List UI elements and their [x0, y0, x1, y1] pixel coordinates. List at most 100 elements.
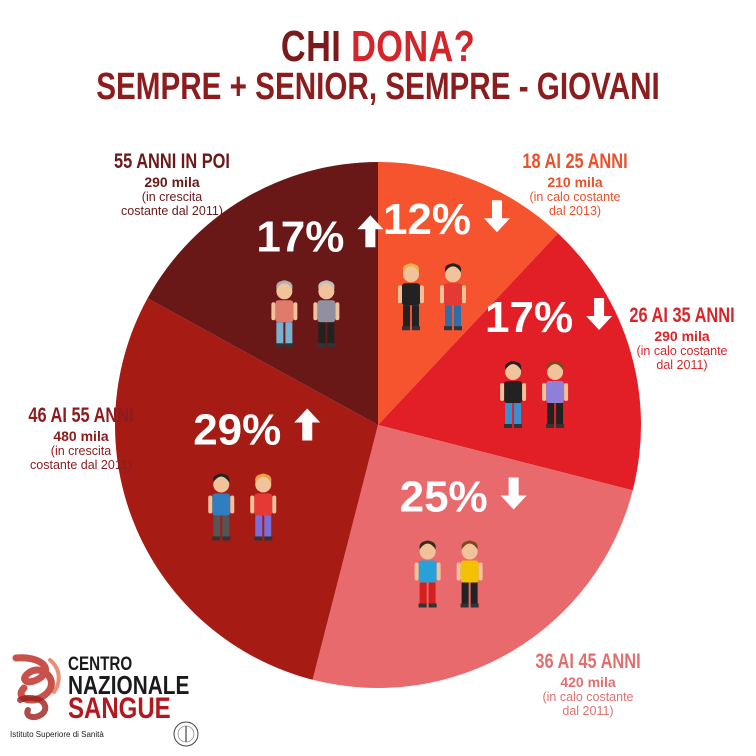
leg-shape — [402, 305, 410, 328]
hair-top — [402, 263, 419, 273]
arm-shape — [208, 495, 213, 514]
slice-label-36-45: 36 AI 45 ANNI 420 mila (in calo costante… — [508, 650, 668, 718]
leg-shape — [255, 515, 263, 538]
note-line: (in calo costante — [542, 690, 634, 704]
pie-slice — [378, 162, 559, 425]
leg-shape — [285, 322, 293, 345]
pie-slice — [114, 298, 379, 680]
note-line: (in calo costante — [529, 190, 621, 204]
shoe-shape — [556, 424, 565, 429]
note-line: (in crescita — [141, 190, 203, 204]
pie-slice — [147, 162, 378, 425]
blood-swirl-logo-icon — [12, 654, 61, 720]
page-subtitle: SEMPRE + SENIOR, SEMPRE - GIOVANI — [96, 66, 660, 108]
head-shape — [444, 266, 461, 283]
hair-top — [444, 263, 461, 273]
shoe-shape — [317, 343, 326, 348]
torso-shape — [254, 493, 273, 516]
head-shape — [255, 476, 272, 493]
hair-top — [547, 361, 564, 371]
shoe-shape — [285, 343, 294, 348]
torso-shape — [317, 300, 336, 323]
note-line: dal 2011) — [562, 704, 614, 718]
arm-shape — [271, 302, 276, 321]
arrow-up-icon — [357, 215, 384, 248]
shoe-shape — [514, 424, 523, 429]
note-line: costante dal 2011) — [121, 204, 223, 218]
arm-shape — [293, 302, 298, 321]
logo-line-1: CENTRO — [68, 654, 133, 675]
shoe-shape — [222, 536, 231, 541]
note-line: costante dal 2011) — [30, 458, 132, 472]
people-icon — [397, 263, 466, 331]
shoe-shape — [212, 536, 221, 541]
range-label: 36 AI 45 ANNI — [535, 650, 641, 673]
people-icon — [500, 361, 569, 429]
leg-shape — [444, 305, 452, 328]
shoe-shape — [453, 326, 462, 331]
head-shape — [318, 283, 335, 300]
head-shape — [505, 364, 522, 381]
slice-label-18-25: 18 AI 25 ANNI 210 mila (in calo costante… — [500, 150, 650, 218]
leg-shape — [318, 322, 326, 345]
torso-shape — [504, 381, 523, 404]
shoe-shape — [504, 424, 513, 429]
shoe-shape — [418, 603, 427, 608]
arm-shape — [456, 562, 461, 581]
torso-shape — [275, 300, 294, 323]
head-shape — [213, 476, 230, 493]
arm-shape — [564, 383, 569, 402]
leg-shape — [264, 515, 272, 538]
torso-shape — [546, 381, 565, 404]
hair-top — [419, 540, 436, 550]
hair-top — [255, 473, 272, 483]
head-shape — [402, 266, 419, 283]
logo-line-2: NAZIONALE — [68, 670, 190, 700]
arm-shape — [397, 285, 402, 304]
leg-shape — [547, 403, 555, 426]
page-title: CHI DONA? — [83, 22, 673, 72]
torso-shape — [460, 560, 479, 583]
head-shape — [547, 364, 564, 381]
torso-shape — [418, 560, 437, 583]
title-part-2: DONA? — [351, 22, 476, 71]
note-line: dal 2011) — [656, 358, 708, 372]
arm-shape — [522, 383, 527, 402]
people-icon — [208, 473, 277, 541]
arm-shape — [436, 562, 441, 581]
hair-top — [276, 280, 293, 290]
leg-shape — [327, 322, 335, 345]
arrow-down-icon — [483, 200, 510, 233]
arm-shape — [272, 495, 277, 514]
count-label: 480 mila — [53, 428, 109, 444]
shoe-shape — [546, 424, 555, 429]
count-label: 290 mila — [144, 174, 200, 190]
hair-top — [505, 361, 522, 371]
arm-shape — [500, 383, 505, 402]
logo-line-3: SANGUE — [68, 692, 171, 725]
shoe-shape — [401, 326, 410, 331]
range-label: 18 AI 25 ANNI — [522, 150, 628, 173]
head-shape — [419, 543, 436, 560]
arm-shape — [335, 302, 340, 321]
arm-shape — [439, 285, 444, 304]
arm-shape — [478, 562, 483, 581]
arm-shape — [461, 285, 466, 304]
head-shape — [461, 543, 478, 560]
arrow-down-icon — [586, 298, 613, 331]
leg-shape — [470, 582, 478, 605]
slice-percent-label: 17% — [256, 212, 344, 261]
shoe-shape — [254, 536, 263, 541]
leg-shape — [453, 305, 461, 328]
range-label: 26 AI 35 ANNI — [629, 304, 735, 327]
range-label: 55 ANNI IN POI — [114, 150, 230, 173]
count-label: 210 mila — [547, 174, 603, 190]
arrow-down-icon — [500, 477, 527, 510]
arm-shape — [230, 495, 235, 514]
slice-percent-label: 12% — [383, 195, 471, 244]
slice-label-55-plus: 55 ANNI IN POI 290 mila (in crescita cos… — [92, 150, 252, 218]
leg-shape — [222, 515, 230, 538]
head-shape — [276, 283, 293, 300]
leg-shape — [419, 582, 427, 605]
